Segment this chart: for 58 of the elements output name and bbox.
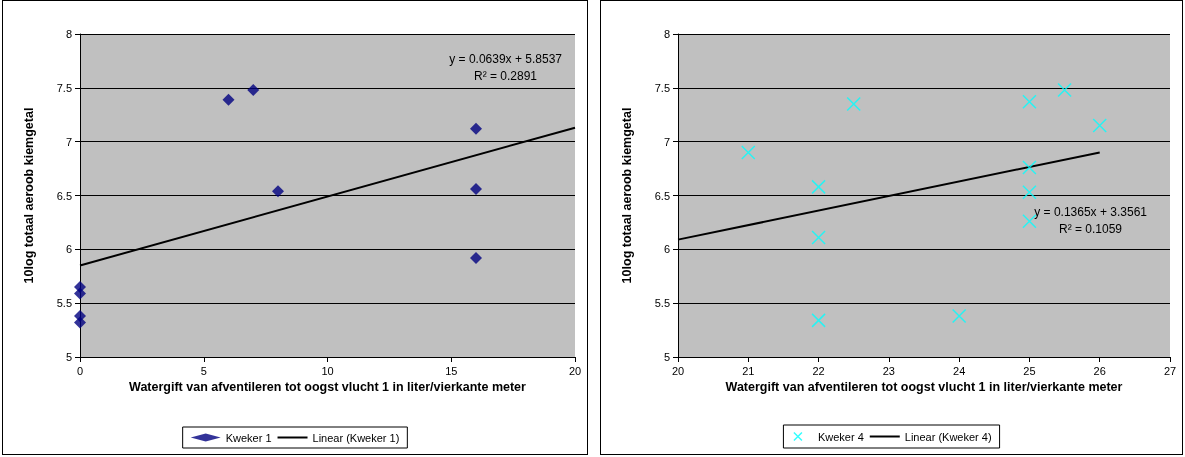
point <box>1092 118 1107 133</box>
legend-label: Kweker 1 <box>225 431 272 444</box>
point <box>272 185 284 198</box>
y-tick-label: 5 <box>663 351 670 363</box>
x-tick-label: 21 <box>742 364 755 377</box>
y-tick-label: 6.5 <box>654 189 670 202</box>
y-axis-title: 10log totaal aeroob kiemgetal <box>619 107 634 284</box>
point <box>811 230 826 245</box>
point <box>74 287 86 300</box>
annotation: y = 0.1365x + 3.3561 <box>1034 205 1148 219</box>
y-tick-label: 8 <box>65 28 72 40</box>
legend-label: Kweker 4 <box>817 430 864 443</box>
y-tick-label: 6 <box>663 243 670 256</box>
y-tick-label: 6.5 <box>56 189 72 202</box>
y-tick-label: 8 <box>663 28 670 40</box>
point <box>951 308 967 324</box>
x-tick-label: 10 <box>321 364 334 377</box>
point <box>846 96 861 112</box>
y-tick-label: 7.5 <box>654 81 670 94</box>
point <box>74 316 86 329</box>
point <box>470 122 482 135</box>
x-axis-title: Watergift van afventileren tot oogst vlucht 1 in liter/vierkante meter <box>725 380 1123 395</box>
point <box>470 251 482 264</box>
legend-label: Linear (Kweker 1) <box>312 431 400 444</box>
x-tick-label: 0 <box>76 364 84 377</box>
x-tick-label: 22 <box>812 364 825 377</box>
x-tick-label: 5 <box>200 364 207 377</box>
x-tick-label: 23 <box>882 364 895 377</box>
x-tick-label: 15 <box>445 364 458 377</box>
x-tick-label: 20 <box>671 364 685 377</box>
y-tick-label: 5.5 <box>654 297 670 310</box>
annotation: R² = 0.2891 <box>473 69 538 83</box>
point <box>1022 160 1037 175</box>
point <box>1022 185 1037 200</box>
y-tick-label: 6 <box>65 243 72 256</box>
x-tick-label: 25 <box>1023 364 1036 377</box>
point <box>222 93 235 106</box>
x-tick-label: 20 <box>568 364 582 377</box>
annotation: y = 0.0639x + 5.8537 <box>449 52 563 66</box>
point <box>1022 94 1037 110</box>
annotation: R² = 0.1059 <box>1058 222 1123 236</box>
y-tick-label: 7 <box>65 135 72 148</box>
x-tick-label: 27 <box>1163 364 1177 377</box>
y-axis-title: 10log totaal aeroob kiemgetal <box>21 107 36 284</box>
x-tick-label: 26 <box>1093 364 1106 377</box>
point <box>811 179 826 195</box>
point <box>470 183 482 196</box>
y-tick-label: 7 <box>663 135 670 148</box>
point <box>247 83 260 96</box>
y-tick-label: 5.5 <box>56 297 72 310</box>
point <box>1057 82 1072 98</box>
point <box>811 313 826 328</box>
legend-label: Linear (Kweker 4) <box>904 430 992 443</box>
y-tick-label: 5 <box>65 351 72 363</box>
x-axis-title: Watergift van afventileren tot oogst vlucht 1 in liter/vierkante meter <box>129 380 527 395</box>
y-tick-label: 7.5 <box>56 81 72 94</box>
point <box>741 145 756 160</box>
x-tick-label: 24 <box>953 364 966 377</box>
